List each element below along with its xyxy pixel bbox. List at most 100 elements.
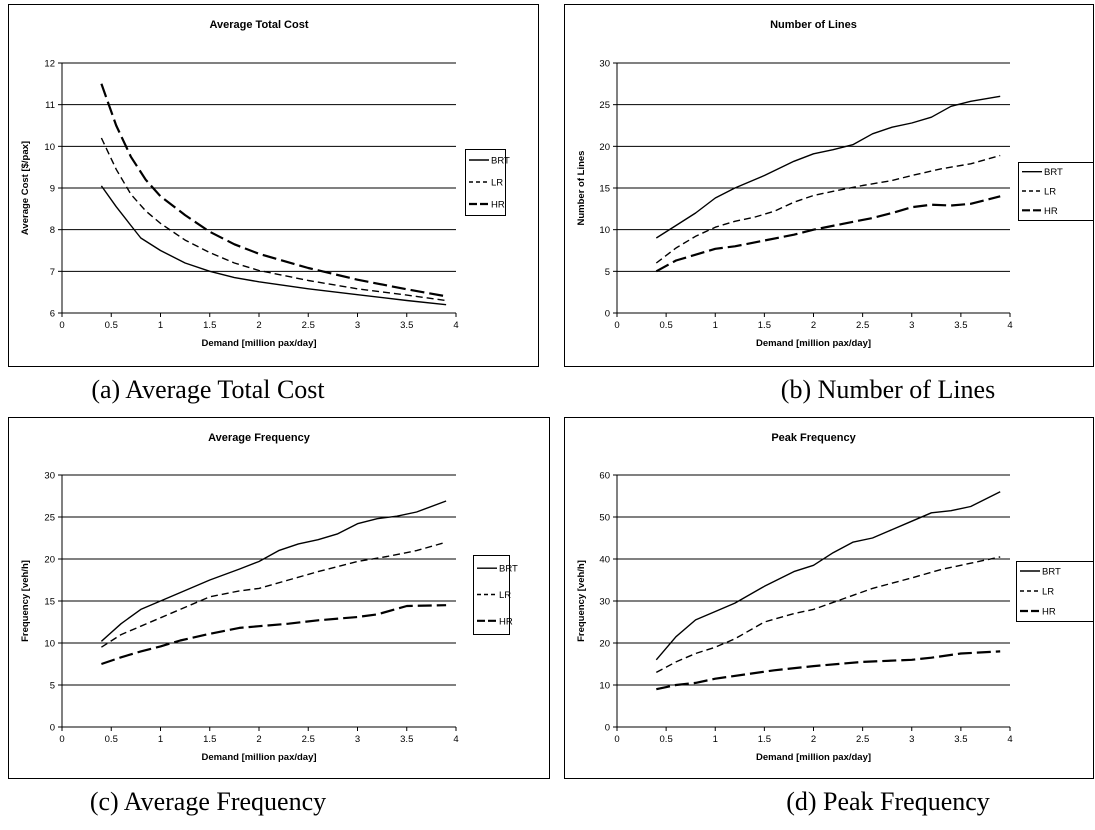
legend-label-hr: HR <box>499 616 513 627</box>
y-tick-label: 25 <box>44 513 55 524</box>
series-line-brt <box>100 185 447 306</box>
legend: BRT LR HR <box>465 149 510 216</box>
x-tick-label: 2 <box>811 734 816 745</box>
x-tick-label: 0.5 <box>660 734 673 745</box>
x-axis-label: Demand [million pax/day] <box>201 338 316 349</box>
x-tick-label: 3.5 <box>400 320 413 331</box>
y-tick-label: 5 <box>50 681 55 692</box>
chart-title: Average Frequency <box>208 432 311 444</box>
x-axis-label: Demand [million pax/day] <box>756 752 871 763</box>
chart-panel-3: Average Frequency 0 5 10 15 20 25 30 0 0.5 1 1.5 2 2.… <box>8 417 550 816</box>
legend-label-hr: HR <box>1044 206 1058 217</box>
y-tick-label: 15 <box>44 597 55 608</box>
x-tick-label: 0 <box>614 320 619 331</box>
series-line-brt <box>655 491 1001 661</box>
y-tick-label: 30 <box>599 59 610 70</box>
y-tick-label: 50 <box>599 513 610 524</box>
x-tick-label: 4 <box>453 734 458 745</box>
y-axis-label: Number of Lines <box>576 151 587 226</box>
y-tick-label: 10 <box>44 639 55 650</box>
x-tick-label: 1 <box>713 734 718 745</box>
series-line-lr <box>655 154 1001 264</box>
series-line-lr <box>655 556 1001 674</box>
x-tick-label: 3.5 <box>400 734 413 745</box>
legend-label-hr: HR <box>1042 607 1056 618</box>
x-tick-label: 2 <box>256 734 261 745</box>
panel-caption: (c) Average Frequency <box>90 787 326 816</box>
x-tick-label: 1.5 <box>203 320 216 331</box>
x-tick-label: 1 <box>713 320 718 331</box>
chart-frame <box>8 4 539 367</box>
y-tick-label: 5 <box>605 267 610 278</box>
chart-title: Peak Frequency <box>771 432 856 444</box>
chart-title: Average Total Cost <box>209 19 308 31</box>
series-line-hr <box>100 83 447 298</box>
legend-label-brt: BRT <box>499 564 518 575</box>
x-tick-label: 2.5 <box>302 320 315 331</box>
x-tick-label: 3.5 <box>954 734 967 745</box>
legend-label-hr: HR <box>491 200 505 211</box>
y-tick-label: 0 <box>605 723 610 734</box>
x-tick-label: 3 <box>909 320 914 331</box>
panel-caption: (b) Number of Lines <box>781 375 995 404</box>
chart-frame <box>8 417 550 779</box>
x-tick-label: 3 <box>355 734 360 745</box>
x-tick-label: 3 <box>355 320 360 331</box>
y-axis-label: Frequency [veh/h] <box>20 560 31 642</box>
legend-label-lr: LR <box>1042 587 1054 598</box>
legend: BRT LR HR <box>473 555 518 635</box>
legend-label-brt: BRT <box>1042 567 1061 578</box>
y-tick-label: 8 <box>50 225 55 236</box>
x-tick-label: 1.5 <box>203 734 216 745</box>
legend-label-lr: LR <box>491 178 503 189</box>
x-tick-label: 0 <box>614 734 619 745</box>
x-tick-label: 3.5 <box>954 320 967 331</box>
series-line-brt <box>655 95 1001 239</box>
x-tick-label: 2.5 <box>302 734 315 745</box>
x-tick-label: 3 <box>909 734 914 745</box>
y-axis-label: Frequency [veh/h] <box>576 560 587 642</box>
y-tick-label: 30 <box>44 471 55 482</box>
x-tick-label: 1 <box>158 320 163 331</box>
legend: BRT LR HR <box>1016 561 1094 622</box>
y-tick-label: 25 <box>599 100 610 111</box>
y-tick-label: 20 <box>599 142 610 153</box>
y-tick-label: 10 <box>599 225 610 236</box>
legend: BRT LR HR <box>1018 162 1094 221</box>
panel-caption: (a) Average Total Cost <box>91 375 325 404</box>
chart-panel-2: Number of Lines 0 5 10 15 20 25 30 0 0.5 1 1.5 2 2.5 3… <box>564 4 1094 404</box>
x-tick-label: 2.5 <box>856 320 869 331</box>
series-line-brt <box>100 500 447 642</box>
x-tick-label: 0 <box>59 734 64 745</box>
series-line-lr <box>101 541 447 648</box>
chart-panel-1: Average Total Cost 6 7 8 9 10 11 12 0 0.5 1 1.5 2 2.5… <box>8 4 539 404</box>
x-tick-label: 1 <box>158 734 163 745</box>
x-axis-label: Demand [million pax/day] <box>201 752 316 763</box>
y-tick-label: 10 <box>599 681 610 692</box>
y-tick-label: 12 <box>44 59 55 70</box>
y-tick-label: 30 <box>599 597 610 608</box>
legend-label-lr: LR <box>1044 187 1056 198</box>
y-tick-label: 40 <box>599 555 610 566</box>
x-axis-label: Demand [million pax/day] <box>756 338 871 349</box>
x-tick-label: 4 <box>1007 734 1012 745</box>
y-tick-label: 9 <box>50 184 55 195</box>
legend-label-brt: BRT <box>1044 167 1063 178</box>
chart-frame <box>564 417 1094 779</box>
y-tick-label: 6 <box>50 309 55 320</box>
y-tick-label: 15 <box>599 184 610 195</box>
y-tick-label: 0 <box>50 723 55 734</box>
x-tick-label: 2.5 <box>856 734 869 745</box>
x-tick-label: 1.5 <box>758 734 771 745</box>
x-tick-label: 2 <box>811 320 816 331</box>
y-tick-label: 20 <box>44 555 55 566</box>
x-tick-label: 4 <box>1007 320 1012 331</box>
y-tick-label: 60 <box>599 471 610 482</box>
x-tick-label: 2 <box>256 320 261 331</box>
x-tick-label: 1.5 <box>758 320 771 331</box>
x-tick-label: 0.5 <box>105 734 118 745</box>
chart-panel-4: Peak Frequency 0 10 20 30 40 50 60 0 0.5 1 1.5 2 2.5 3… <box>564 417 1094 816</box>
y-tick-label: 0 <box>605 309 610 320</box>
x-tick-label: 0.5 <box>660 320 673 331</box>
chart-frame <box>564 4 1094 367</box>
